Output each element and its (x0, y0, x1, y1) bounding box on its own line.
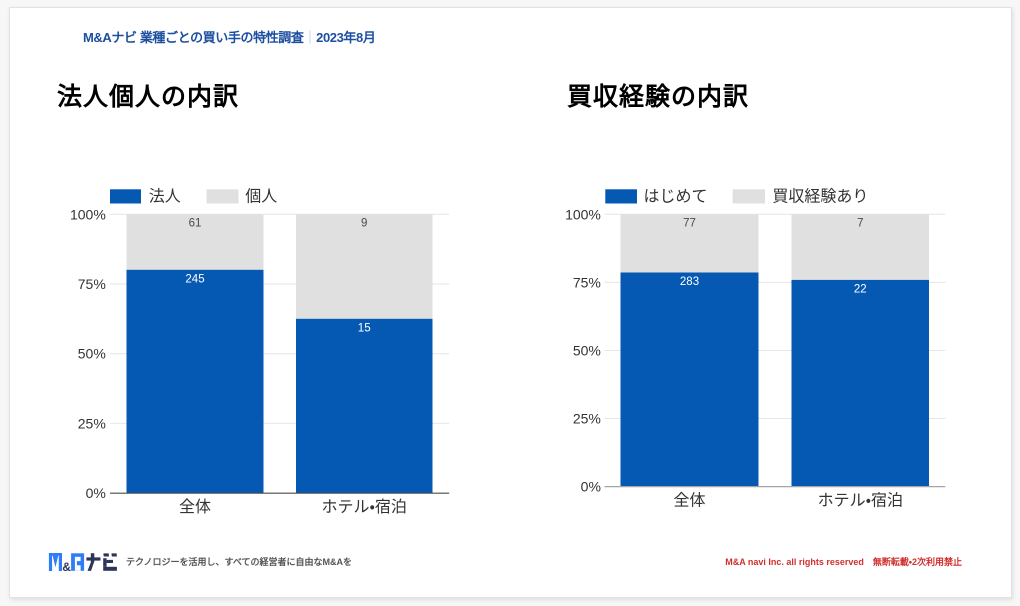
svg-text:ホテル・宿泊: ホテル・宿泊 (818, 491, 903, 509)
svg-text:75%: 75% (78, 276, 106, 292)
svg-text:100%: 100% (70, 206, 106, 222)
svg-text:50%: 50% (78, 346, 106, 362)
svg-text:75%: 75% (573, 274, 601, 290)
svg-text:22: 22 (854, 283, 867, 295)
svg-text:50%: 50% (573, 343, 601, 359)
svg-text:283: 283 (680, 276, 699, 288)
svg-text:25%: 25% (573, 411, 601, 427)
svg-text:買収経験あり: 買収経験あり (772, 188, 868, 206)
svg-text:61: 61 (189, 217, 202, 229)
svg-text:245: 245 (185, 273, 204, 285)
svg-text:100%: 100% (565, 206, 601, 222)
svg-text:0%: 0% (581, 479, 601, 495)
svg-text:77: 77 (683, 217, 696, 229)
svg-text:&: & (62, 560, 71, 574)
svg-text:25%: 25% (78, 415, 106, 431)
svg-text:法人: 法人 (149, 188, 181, 206)
svg-text:全体: 全体 (673, 491, 705, 509)
svg-text:全体: 全体 (179, 498, 211, 516)
svg-text:0%: 0% (86, 485, 106, 501)
svg-text:15: 15 (358, 322, 371, 334)
svg-text:7: 7 (857, 217, 863, 229)
svg-text:はじめて: はじめて (644, 189, 708, 206)
svg-text:個人: 個人 (245, 188, 277, 206)
svg-text:9: 9 (361, 217, 367, 229)
svg-text:ホテル・宿泊: ホテル・宿泊 (321, 498, 406, 516)
